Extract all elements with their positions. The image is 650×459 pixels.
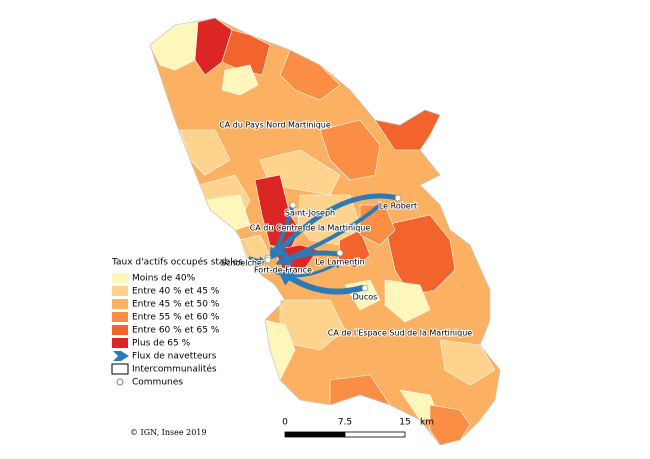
commune-label: Saint-Joseph (285, 209, 335, 218)
intercommunality-label: CA du Pays Nord Martinique (219, 121, 331, 130)
commune-area (221, 64, 259, 96)
commune-point (336, 249, 344, 257)
scale-bar: 0 7.5 15 km (282, 418, 434, 438)
commune-area (439, 339, 496, 386)
commune-point (289, 201, 297, 209)
flow-arrow (276, 250, 341, 265)
legend-swatch (112, 286, 128, 296)
scale-segment (284, 431, 346, 438)
scale-label: 7.5 (338, 418, 352, 428)
island (149, 17, 501, 446)
legend-label: Intercommunalités (132, 364, 217, 375)
commune-label: Le Lamentin (315, 258, 364, 267)
credit: © IGN, Insee 2019 (130, 428, 206, 437)
legend-swatch (112, 325, 128, 335)
commune-label: Ducos (353, 293, 378, 302)
legend: Taux d'actifs occupés stables Moins de 40… (111, 257, 243, 388)
legend-label: Entre 55 % et 60 % (132, 313, 220, 323)
legend-label: Communes (132, 378, 183, 388)
commune-label: Le Robert (379, 202, 417, 211)
commune-label: Schoelcher (221, 259, 266, 268)
legend-label: Entre 45 % et 50 % (132, 300, 220, 310)
commune-point (361, 284, 369, 292)
legend-flow-symbol (113, 351, 129, 361)
legend-commune-symbol (116, 378, 124, 386)
legend-label: Plus de 65 % (132, 339, 191, 349)
labels: CA du Pays Nord Martinique CA du Centre d… (218, 120, 473, 339)
commune-area (384, 214, 456, 296)
commune-point (264, 256, 272, 264)
legend-label: Moins de 40% (132, 274, 196, 284)
legend-label: Entre 60 % et 65 % (132, 326, 220, 336)
flows (248, 193, 401, 295)
scale-unit: km (420, 418, 434, 428)
scale-label: 15 (399, 418, 410, 428)
legend-swatch (112, 299, 128, 309)
commune-point (394, 194, 402, 202)
legend-title: Taux d'actifs occupés stables (111, 257, 243, 268)
legend-swatch (112, 338, 128, 348)
intercommunality-label: CA de l'Espace Sud de la Martinique (328, 329, 473, 338)
scale-label: 0 (282, 418, 288, 428)
flow-arrow (248, 256, 268, 265)
commune-area (337, 229, 371, 269)
island-outline (149, 17, 501, 446)
commune-area (319, 119, 381, 181)
flow-arrow (270, 193, 401, 260)
flow-arrow (276, 267, 365, 295)
intercommunality-label: CA du Centre de la Martinique (250, 224, 371, 233)
commune-area (254, 174, 301, 251)
flow-arrow (268, 260, 344, 278)
legend-swatch (112, 273, 128, 283)
scale-segment (344, 431, 406, 438)
legend-label: Flux de navetteurs (132, 352, 217, 362)
legend-swatch (112, 312, 128, 322)
legend-label: Entre 40 % et 45 % (132, 287, 220, 297)
legend-swatch (111, 363, 129, 375)
flow-arrow (269, 204, 294, 261)
commune-area (384, 279, 431, 323)
commune-label: Fort-de-France (254, 266, 312, 275)
